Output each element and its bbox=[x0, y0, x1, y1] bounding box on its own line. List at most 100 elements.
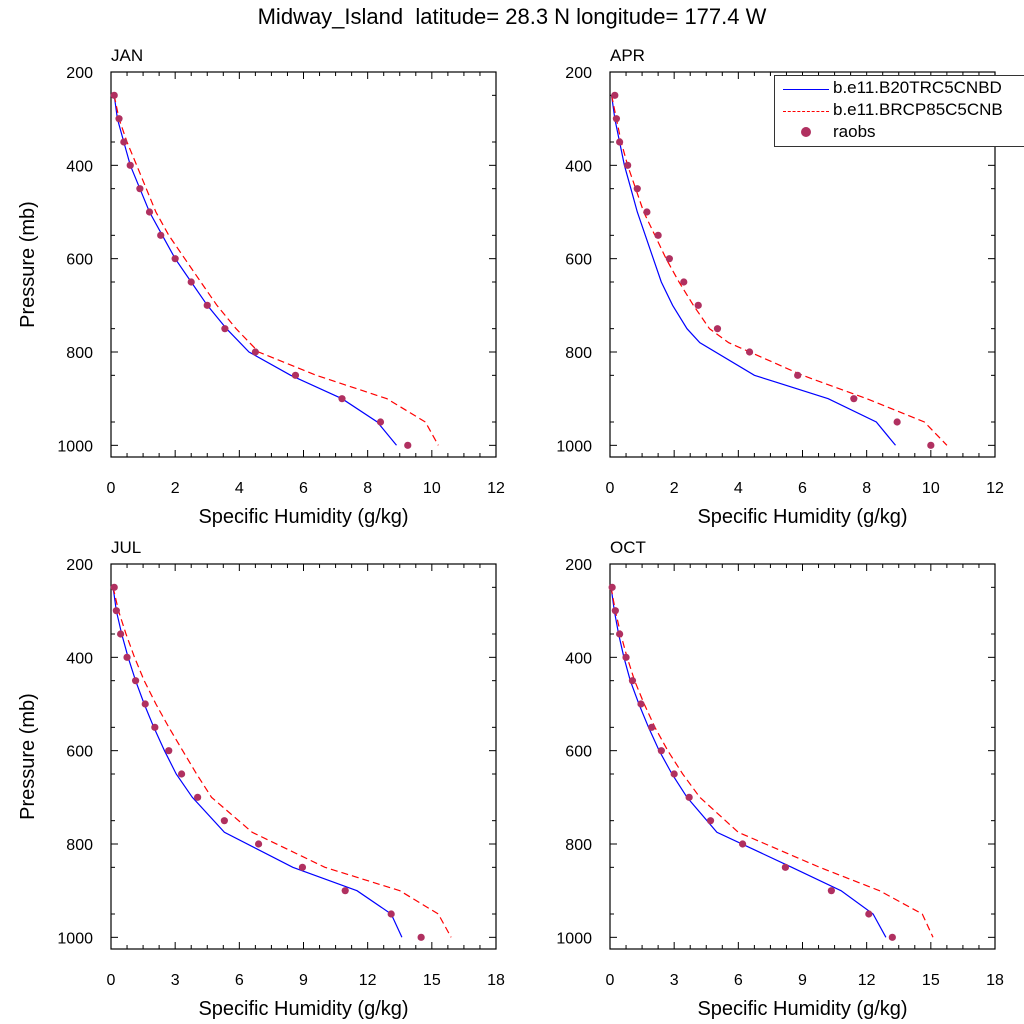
raobs-point bbox=[633, 185, 641, 193]
y-tick-label: 1000 bbox=[556, 438, 592, 455]
raobs-point bbox=[417, 933, 425, 941]
raobs-point bbox=[616, 138, 624, 146]
y-tick-label: 200 bbox=[66, 65, 93, 82]
raobs-point bbox=[203, 301, 211, 309]
raobs-point bbox=[706, 817, 715, 825]
x-tick-label: 3 bbox=[171, 972, 180, 989]
raobs-point bbox=[220, 817, 228, 825]
raobs-point bbox=[123, 653, 131, 661]
x-tick-label: 0 bbox=[606, 480, 615, 497]
y-tick-label: 800 bbox=[66, 345, 93, 362]
series-line-b20trc5cnbd bbox=[112, 587, 403, 938]
raobs-point bbox=[745, 348, 754, 356]
raobs-point bbox=[251, 348, 259, 356]
legend-entry-series-2: b.e11.BRCP85C5CNB bbox=[775, 100, 1024, 122]
y-axis-label: Pressure (mb) bbox=[17, 201, 39, 328]
y-tick-label: 1000 bbox=[57, 930, 93, 947]
raobs-point bbox=[850, 395, 858, 403]
y-tick-label: 600 bbox=[565, 252, 592, 269]
series-line-brcp85c5cnb bbox=[610, 587, 934, 938]
y-tick-label: 400 bbox=[66, 158, 93, 175]
x-tick-label: 4 bbox=[235, 480, 244, 497]
raobs-point bbox=[643, 208, 651, 216]
raobs-point bbox=[680, 278, 688, 286]
legend-label-raobs: raobs bbox=[833, 122, 876, 141]
raobs-point bbox=[628, 677, 637, 685]
x-tick-label: 6 bbox=[299, 480, 308, 497]
y-tick-label: 1000 bbox=[556, 930, 592, 947]
legend-label-series-2: b.e11.BRCP85C5CNB bbox=[833, 100, 1003, 119]
raobs-point bbox=[888, 933, 896, 941]
y-tick-label: 400 bbox=[565, 650, 592, 667]
y-tick-label: 200 bbox=[565, 65, 592, 82]
series-line-b20trc5cnbd bbox=[611, 95, 896, 446]
y-tick-label: 400 bbox=[565, 158, 592, 175]
series-line-brcp85c5cnb bbox=[611, 95, 948, 446]
y-tick-label: 600 bbox=[66, 744, 93, 761]
y-tick-label: 600 bbox=[66, 252, 93, 269]
raobs-point bbox=[739, 840, 747, 848]
y-tick-label: 1000 bbox=[57, 438, 93, 455]
y-tick-label: 400 bbox=[66, 650, 93, 667]
raobs-point bbox=[694, 301, 702, 309]
raobs-point bbox=[141, 700, 149, 708]
raobs-point bbox=[654, 231, 662, 239]
raobs-point bbox=[713, 325, 722, 333]
x-tick-label: 10 bbox=[922, 480, 940, 497]
series-line-brcp85c5cnb bbox=[113, 95, 439, 446]
raobs-point bbox=[177, 770, 186, 778]
raobs-point bbox=[637, 700, 645, 708]
raobs-point bbox=[194, 793, 202, 801]
raobs-point bbox=[157, 231, 165, 239]
raobs-point bbox=[404, 441, 412, 449]
y-tick-label: 800 bbox=[565, 345, 592, 362]
plot-frame bbox=[110, 71, 497, 458]
x-tick-label: 6 bbox=[798, 480, 807, 497]
raobs-point bbox=[781, 863, 789, 871]
raobs-point bbox=[115, 115, 123, 123]
raobs-point bbox=[126, 161, 134, 169]
raobs-point bbox=[608, 583, 616, 591]
raobs-point bbox=[145, 208, 154, 216]
plot-frame bbox=[609, 563, 996, 950]
y-tick-label: 800 bbox=[66, 837, 93, 854]
raobs-point bbox=[685, 793, 693, 801]
panel-title: APR bbox=[610, 46, 645, 65]
raobs-point bbox=[291, 371, 300, 379]
panel-title: JUL bbox=[111, 538, 141, 557]
panel-title: JAN bbox=[111, 46, 143, 65]
x-tick-label: 8 bbox=[363, 480, 372, 497]
x-tick-label: 18 bbox=[487, 972, 505, 989]
raobs-point bbox=[622, 653, 630, 661]
x-tick-label: 15 bbox=[423, 972, 441, 989]
plot-frame bbox=[110, 563, 497, 950]
raobs-point bbox=[927, 441, 935, 449]
raobs-point bbox=[648, 723, 656, 731]
legend-dashed-line-swatch bbox=[783, 111, 829, 112]
raobs-point bbox=[616, 630, 624, 638]
x-tick-label: 6 bbox=[734, 972, 743, 989]
series-line-brcp85c5cnb bbox=[112, 587, 452, 938]
raobs-point bbox=[171, 255, 179, 263]
raobs-point bbox=[131, 677, 140, 685]
raobs-point bbox=[376, 418, 385, 426]
x-tick-label: 2 bbox=[171, 480, 180, 497]
raobs-point bbox=[120, 138, 128, 146]
raobs-point bbox=[794, 371, 802, 379]
legend: b.e11.B20TRC5CNBD b.e11.BRCP85C5CNB raob… bbox=[774, 75, 1024, 147]
x-tick-label: 18 bbox=[986, 972, 1004, 989]
x-tick-label: 12 bbox=[858, 972, 876, 989]
raobs-point bbox=[112, 607, 120, 615]
x-tick-label: 4 bbox=[734, 480, 743, 497]
x-tick-label: 0 bbox=[107, 972, 116, 989]
figure-title: Midway_Island latitude= 28.3 N longitude… bbox=[257, 4, 767, 29]
x-tick-label: 6 bbox=[235, 972, 244, 989]
raobs-point bbox=[665, 255, 673, 263]
x-tick-label: 12 bbox=[986, 480, 1004, 497]
raobs-point bbox=[338, 395, 346, 403]
raobs-point bbox=[165, 747, 173, 755]
raobs-point bbox=[893, 418, 901, 426]
y-tick-label: 200 bbox=[565, 557, 592, 574]
x-tick-label: 8 bbox=[862, 480, 871, 497]
